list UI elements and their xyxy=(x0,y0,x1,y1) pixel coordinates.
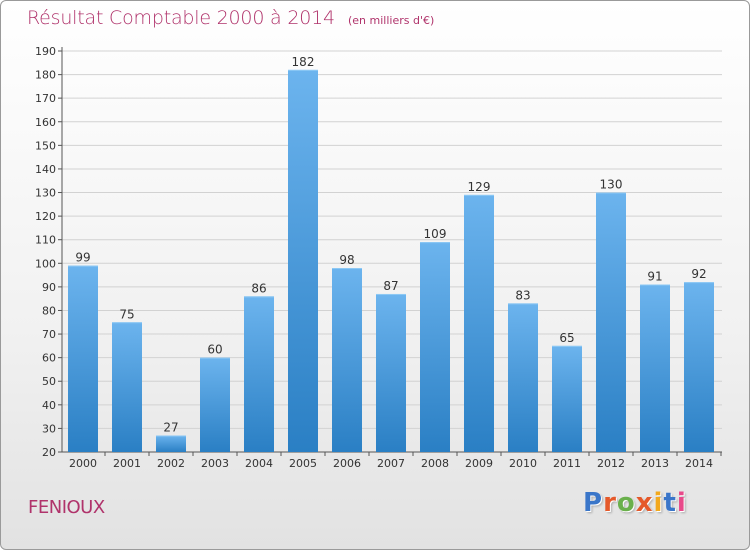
commune-name: FENIOUX xyxy=(28,497,105,518)
data-label-2013: 91 xyxy=(647,270,662,284)
proxiti-logo[interactable]: Proxiti xyxy=(583,488,687,518)
x-tick-label-2001: 2001 xyxy=(113,457,141,470)
x-tick-label-2008: 2008 xyxy=(421,457,449,470)
logo-letter-0: P xyxy=(583,488,604,518)
data-label-2002: 27 xyxy=(163,420,178,434)
data-label-2012: 130 xyxy=(600,178,623,192)
x-tick-label-2009: 2009 xyxy=(465,457,493,470)
y-tick-label-40: 40 xyxy=(42,399,56,412)
bar-2009 xyxy=(464,194,494,452)
bar-2003 xyxy=(200,357,230,452)
data-label-2003: 60 xyxy=(207,343,222,357)
x-tick-label-2013: 2013 xyxy=(641,457,669,470)
bar-2013 xyxy=(640,284,670,452)
y-tick-label-170: 170 xyxy=(35,92,56,105)
bar-2001 xyxy=(112,322,142,452)
logo-letter-6: i xyxy=(676,488,687,518)
y-tick-label-140: 140 xyxy=(35,163,56,176)
bar-2005 xyxy=(288,69,318,452)
x-tick-label-2006: 2006 xyxy=(333,457,361,470)
bar-2011 xyxy=(552,345,582,452)
y-tick-label-70: 70 xyxy=(42,328,56,341)
data-label-2004: 86 xyxy=(251,281,266,295)
data-label-2010: 83 xyxy=(515,288,530,302)
x-tick-label-2004: 2004 xyxy=(245,457,273,470)
bar-2004 xyxy=(244,296,274,452)
bar-2002 xyxy=(156,435,186,452)
y-tick-label-90: 90 xyxy=(42,281,56,294)
data-label-2007: 87 xyxy=(383,279,398,293)
bar-2006 xyxy=(332,268,362,452)
chart-subtitle: (en milliers d'€) xyxy=(347,14,435,27)
x-tick-label-2005: 2005 xyxy=(289,457,317,470)
y-tick-label-130: 130 xyxy=(35,187,56,200)
y-tick-label-160: 160 xyxy=(35,116,56,129)
y-tick-label-180: 180 xyxy=(35,69,56,82)
logo-letter-4: i xyxy=(653,488,664,518)
bar-2010 xyxy=(508,303,538,452)
bar-2000 xyxy=(68,265,98,452)
y-tick-label-50: 50 xyxy=(42,375,56,388)
title-row: Résultat Comptable 2000 à 2014 (en milli… xyxy=(27,7,434,29)
x-tick-label-2010: 2010 xyxy=(509,457,537,470)
bar-2012 xyxy=(596,192,626,452)
x-tick-label-2014: 2014 xyxy=(685,457,713,470)
data-label-2008: 109 xyxy=(424,227,447,241)
data-label-2001: 75 xyxy=(119,307,134,321)
logo-letter-3: x xyxy=(635,488,654,518)
bar-2007 xyxy=(376,293,406,452)
y-tick-label-60: 60 xyxy=(42,352,56,365)
data-label-2005: 182 xyxy=(292,55,315,69)
bar-2014 xyxy=(684,282,714,452)
y-tick-label-190: 190 xyxy=(35,45,56,58)
x-tick-label-2007: 2007 xyxy=(377,457,405,470)
x-tick-label-2003: 2003 xyxy=(201,457,229,470)
y-tick-label-80: 80 xyxy=(42,304,56,317)
y-tick-label-120: 120 xyxy=(35,210,56,223)
x-tick-label-2000: 2000 xyxy=(69,457,97,470)
y-tick-label-150: 150 xyxy=(35,139,56,152)
y-tick-label-20: 20 xyxy=(42,446,56,459)
logo-letter-5: t xyxy=(663,488,677,518)
chart-title: Résultat Comptable 2000 à 2014 xyxy=(27,7,335,29)
bar-2008 xyxy=(420,242,450,452)
y-tick-label-100: 100 xyxy=(35,257,56,270)
data-label-2014: 92 xyxy=(691,267,706,281)
y-tick-label-110: 110 xyxy=(35,234,56,247)
data-label-2006: 98 xyxy=(339,253,354,267)
data-label-2011: 65 xyxy=(559,331,574,345)
data-label-2009: 129 xyxy=(468,180,491,194)
x-tick-label-2011: 2011 xyxy=(553,457,581,470)
y-tick-label-30: 30 xyxy=(42,422,56,435)
x-tick-label-2012: 2012 xyxy=(597,457,625,470)
logo-letter-1: r xyxy=(603,488,617,518)
data-label-2000: 99 xyxy=(75,251,90,265)
x-tick-label-2002: 2002 xyxy=(157,457,185,470)
logo-letter-2: o xyxy=(616,488,636,518)
